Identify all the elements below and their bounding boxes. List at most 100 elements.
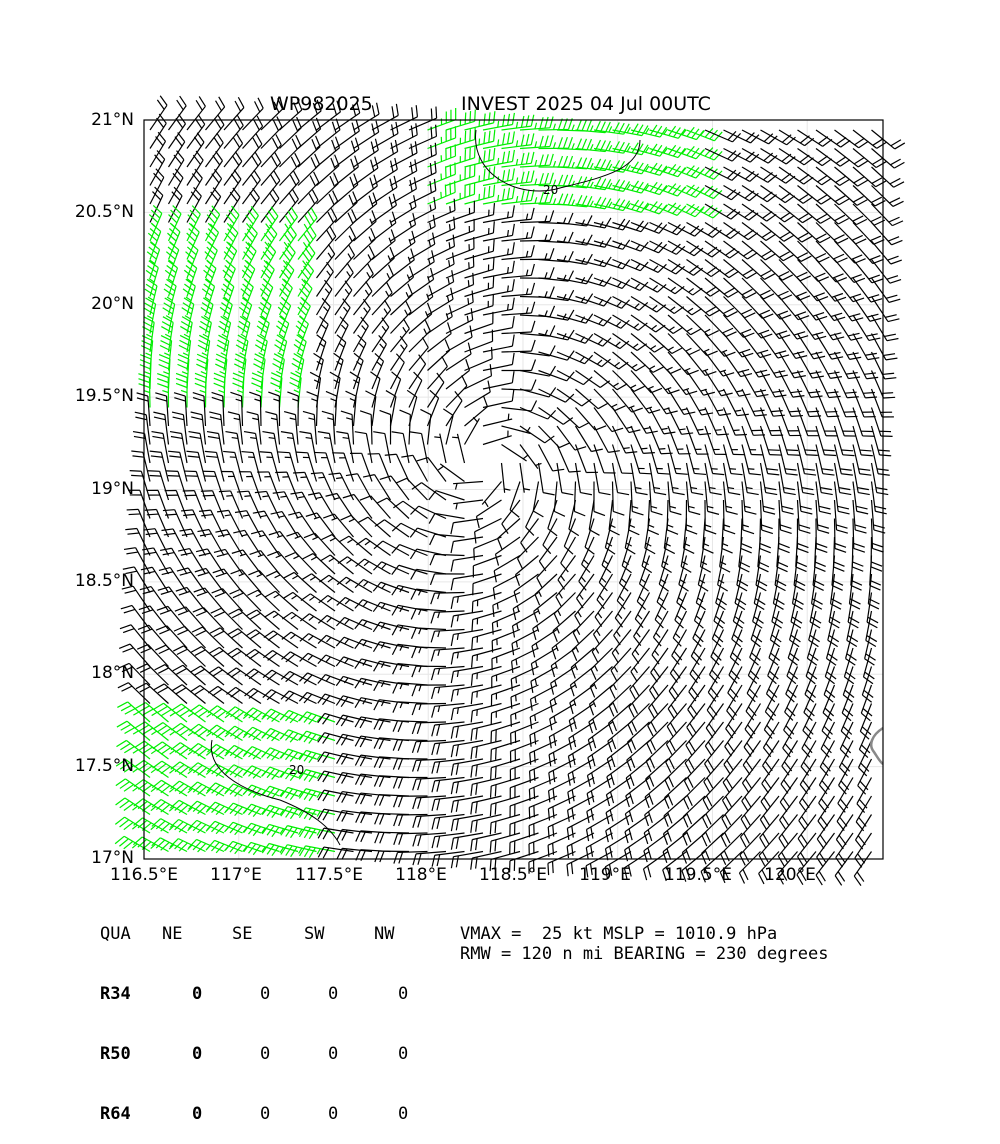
wind-barb [718, 556, 728, 591]
wind-barb [187, 96, 205, 130]
wind-barb [270, 373, 281, 408]
wind-barb [392, 605, 427, 615]
wind-barb [779, 315, 808, 339]
wind-barb [742, 278, 774, 299]
wind-barb [261, 116, 282, 148]
wind-barb [471, 833, 502, 851]
wind-barb [194, 588, 224, 611]
wind-barb [318, 733, 354, 744]
wind-barb [471, 759, 502, 778]
wind-barb [138, 625, 169, 648]
wind-barb [761, 371, 787, 397]
wind-barb [453, 500, 483, 509]
wind-barb [117, 721, 150, 740]
wind-barb [318, 771, 354, 782]
wind-barb [742, 482, 756, 515]
wind-barb [317, 226, 336, 259]
wind-barb [835, 334, 862, 360]
wind-barb [224, 133, 243, 167]
wind-barb [133, 432, 150, 463]
wind-barb [363, 475, 390, 500]
wind-barb [703, 519, 714, 554]
wind-barb [343, 494, 372, 518]
wind-barb [175, 607, 206, 630]
wind-barb [520, 135, 553, 148]
wind-barb [336, 696, 372, 707]
wind-barb [317, 155, 339, 186]
wind-barb [261, 189, 279, 223]
header-sw: SW [304, 924, 374, 944]
wind-barb [557, 463, 573, 495]
wind-barb [531, 685, 557, 711]
wind-barb [870, 556, 881, 591]
wind-barb [261, 153, 281, 186]
wind-barb [608, 704, 631, 735]
wind-barb [705, 334, 735, 357]
wind-barb [391, 249, 415, 278]
wind-barb [153, 742, 187, 759]
wind-barb [520, 248, 554, 259]
wind-barb [816, 204, 849, 224]
wind-barb [393, 664, 428, 675]
wind-barb [360, 496, 391, 519]
wind-barb [355, 659, 391, 669]
wind-barb [865, 630, 876, 666]
wind-barb [451, 833, 483, 850]
wind-barb [247, 412, 261, 445]
wind-barb [761, 315, 791, 339]
wind-barb [350, 453, 372, 481]
wind-barb [318, 752, 354, 763]
wind-barb [630, 667, 650, 700]
wind-barb [451, 648, 483, 664]
wind-barb [391, 159, 417, 185]
row-label: R34 [100, 984, 162, 1004]
wind-barb [476, 500, 501, 528]
wind-barb [554, 593, 575, 625]
wind-barb [650, 352, 682, 374]
wind-barb [250, 551, 280, 574]
wind-barb [722, 519, 733, 554]
wind-barb [761, 260, 793, 281]
wind-barb [206, 133, 224, 167]
wind-barb [451, 611, 483, 627]
wind-barb [855, 833, 872, 867]
radii-value: 0 [162, 984, 232, 1004]
radii-value: 0 [162, 1044, 232, 1064]
wind-barb [428, 322, 452, 352]
wind-barb [753, 593, 764, 629]
wind-barb [205, 451, 224, 481]
wind-barb [779, 352, 806, 378]
wind-barb [649, 685, 668, 718]
wind-barb [157, 606, 187, 629]
wind-barb [483, 414, 512, 426]
wind-barb [483, 113, 514, 130]
wind-barb [502, 208, 535, 223]
wind-barb [341, 411, 354, 444]
wind-barb [451, 519, 483, 535]
wind-barb [851, 556, 862, 591]
wind-barb [668, 315, 701, 335]
wind-barb [298, 154, 319, 186]
wind-barb [195, 568, 224, 592]
wind-barb [502, 500, 520, 534]
wind-barb [372, 247, 394, 278]
wind-barb [304, 533, 335, 555]
wind-barb [573, 611, 594, 643]
wind-barb [465, 111, 495, 130]
wind-barb [409, 268, 434, 296]
wind-barb [587, 796, 613, 823]
wind-barb [798, 149, 832, 166]
wind-barb [520, 345, 555, 355]
wind-barb [490, 796, 520, 816]
wind-barb [438, 464, 464, 482]
wind-barb [539, 463, 555, 495]
wind-barb [131, 451, 150, 481]
wind-barb [155, 665, 187, 685]
wind-barb [451, 722, 483, 739]
wind-barb [335, 138, 359, 167]
wind-barb [773, 574, 784, 609]
wind-barb [373, 432, 390, 463]
wind-barb [570, 685, 594, 714]
wind-barb [872, 130, 905, 149]
wind-barb [549, 741, 575, 767]
